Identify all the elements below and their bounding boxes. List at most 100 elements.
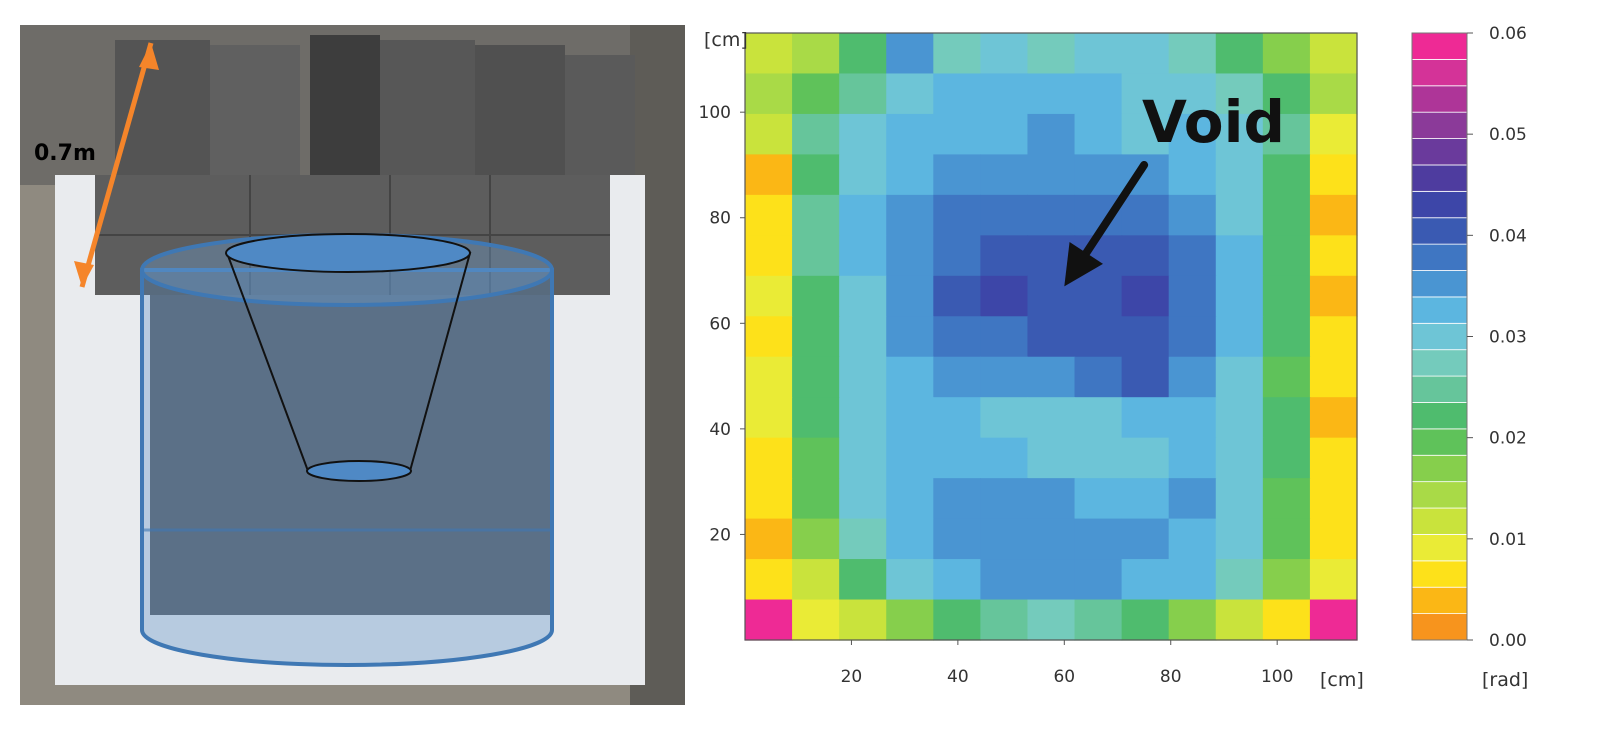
heatmap-cell <box>1121 73 1170 115</box>
heatmap-cell <box>1121 518 1170 560</box>
heatmap-cell <box>933 194 981 236</box>
colorbar-ticks: 0.00 0.01 0.02 0.03 0.04 0.05 0.06 <box>1467 24 1527 651</box>
heatmap-cell <box>933 437 981 479</box>
heatmap-cell <box>980 599 1029 641</box>
heatmap-cell <box>839 194 887 236</box>
heatmap-cell <box>933 154 981 196</box>
colorbar-swatch <box>1411 217 1468 245</box>
brick-stack-photo: 0.7m <box>20 25 685 705</box>
heatmap-cell <box>1027 518 1076 560</box>
colorbar-swatch <box>1411 270 1468 298</box>
heatmap-cell <box>839 316 887 358</box>
heatmap-cell <box>1027 559 1076 601</box>
heatmap-cell <box>1074 73 1123 115</box>
heatmap-cell <box>745 356 793 398</box>
colorbar-tick-label: 0.02 <box>1489 429 1527 449</box>
heatmap-cell <box>839 478 887 520</box>
heatmap-cell <box>1168 154 1217 196</box>
colorbar-swatch <box>1411 322 1468 351</box>
heatmap-cell <box>1027 478 1076 520</box>
heatmap-cell <box>933 113 981 155</box>
heatmap-cell <box>1215 316 1264 358</box>
heatmap-cell <box>933 235 981 277</box>
heatmap-cell <box>1168 356 1217 398</box>
colorbar-tick-label: 0.01 <box>1489 530 1527 550</box>
heatmap-cell <box>1121 599 1170 641</box>
heatmap-cell <box>745 478 793 520</box>
cylinder-overlay <box>140 233 554 667</box>
colorbar-tick-label: 0.00 <box>1489 631 1527 651</box>
heatmap-cell <box>1074 113 1123 155</box>
heatmap-cell <box>1027 113 1076 155</box>
heatmap-cell <box>933 559 981 601</box>
colorbar-swatch <box>1411 454 1468 483</box>
dimension-arrow <box>74 42 159 288</box>
heatmap-cell <box>1215 437 1264 479</box>
heatmap-cell <box>792 113 840 155</box>
heatmap-cell <box>1121 33 1170 75</box>
heatmap-chart: 20 40 60 80 100 20 40 60 80 100 [cm] [cm] Void 0… <box>699 24 1529 691</box>
heatmap-cell <box>1309 33 1358 75</box>
heatmap-cell <box>1309 518 1358 560</box>
heatmap-cell <box>1074 437 1123 479</box>
heatmap-cell <box>1309 599 1358 641</box>
heatmap-cell <box>1215 113 1264 155</box>
heatmap-cell <box>1168 599 1217 641</box>
heatmap-cell <box>886 599 934 641</box>
colorbar-swatch <box>1411 481 1468 509</box>
colorbar-swatch <box>1411 190 1468 219</box>
heatmap-cell <box>886 316 934 358</box>
colorbar-swatch <box>1411 164 1468 192</box>
heatmap-cell <box>745 559 793 601</box>
heatmap-cell <box>933 397 981 439</box>
heatmap-cell <box>792 194 840 236</box>
heatmap-cell <box>980 437 1029 479</box>
heatmap-cell <box>1262 356 1311 398</box>
heatmap-cell <box>1121 275 1170 317</box>
heatmap-cell <box>886 154 934 196</box>
heatmap-cell <box>1121 478 1170 520</box>
heatmap-cell <box>886 33 934 75</box>
heatmap-cell <box>933 478 981 520</box>
heatmap-cell <box>1215 356 1264 398</box>
heatmap-cell <box>933 73 981 115</box>
heatmap-cell <box>1168 518 1217 560</box>
colorbar-unit: [rad] <box>1482 669 1528 691</box>
x-axis: 20 40 60 80 100 <box>841 640 1293 687</box>
colorbar-swatch <box>1411 402 1468 430</box>
colorbar-swatch <box>1411 243 1468 271</box>
heatmap-cell <box>1121 397 1170 439</box>
x-tick-label: 60 <box>1053 667 1075 687</box>
heatmap-cell <box>980 356 1029 398</box>
heatmap-cell <box>792 235 840 277</box>
heatmap-cell <box>1215 194 1264 236</box>
heatmap-cell <box>1309 235 1358 277</box>
heatmap-cell <box>1121 437 1170 479</box>
heatmap-cell <box>1215 154 1264 196</box>
heatmap-cell <box>1168 478 1217 520</box>
heatmap-cell <box>839 154 887 196</box>
y-tick-label: 60 <box>709 314 731 334</box>
heatmap-cell <box>980 73 1029 115</box>
heatmap-cell <box>886 518 934 560</box>
heatmap-cell <box>839 559 887 601</box>
heatmap-cell <box>1309 559 1358 601</box>
heatmap-cell <box>1168 113 1217 155</box>
heatmap-cell <box>745 518 793 560</box>
heatmap-cell <box>1309 275 1358 317</box>
plot-frame <box>744 32 1358 641</box>
heatmap-cell <box>1121 559 1170 601</box>
y-tick-label: 40 <box>709 420 731 440</box>
heatmap-cell <box>1215 599 1264 641</box>
heatmap-cell <box>1215 559 1264 601</box>
heatmap-cell <box>745 275 793 317</box>
heatmap-cell <box>1309 437 1358 479</box>
heatmap-cell <box>1168 437 1217 479</box>
heatmap-cell <box>1027 33 1076 75</box>
heatmap-cell <box>1262 113 1311 155</box>
heatmap-cell <box>933 33 981 75</box>
heatmap-cell <box>745 73 793 115</box>
heatmap-cell <box>1309 154 1358 196</box>
heatmap-cell <box>792 73 840 115</box>
heatmap-cell <box>1215 478 1264 520</box>
